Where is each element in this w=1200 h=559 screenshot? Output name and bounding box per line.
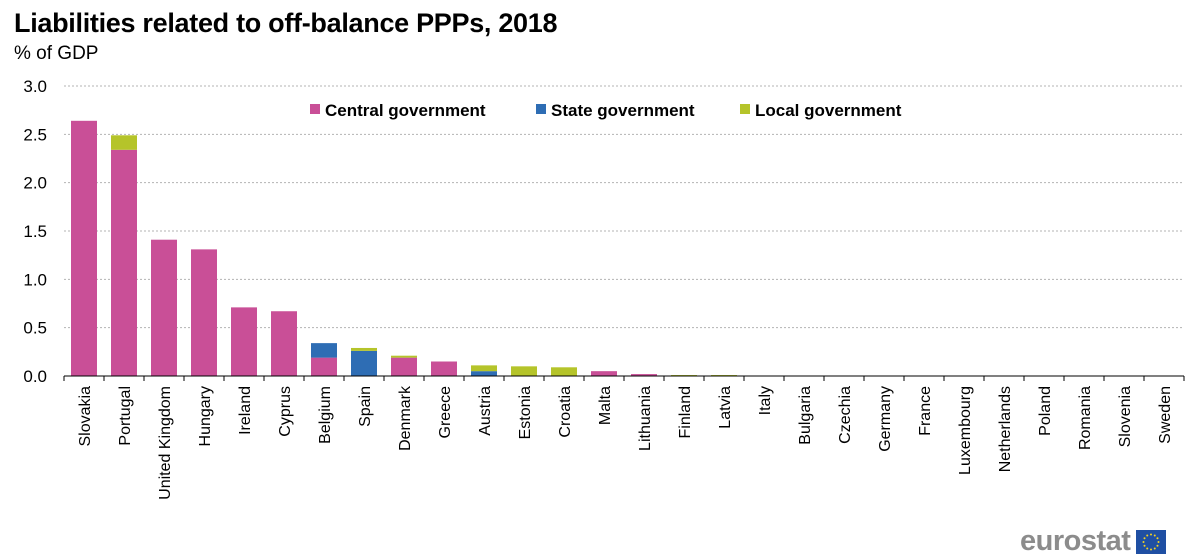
x-tick-label: Czechia bbox=[837, 386, 854, 444]
x-tick-label: Sweden bbox=[1157, 386, 1174, 444]
bar-portugal-0 bbox=[111, 149, 137, 376]
legend-swatch bbox=[536, 104, 546, 114]
bar-denmark-2 bbox=[391, 355, 417, 358]
flag-star bbox=[1142, 540, 1145, 543]
legend-label: Local government bbox=[755, 101, 902, 120]
x-tick-label: Finland bbox=[677, 386, 694, 438]
x-tick-label: Italy bbox=[757, 386, 774, 415]
bar-united-kingdom-0 bbox=[151, 239, 177, 376]
x-tick-label: Luxembourg bbox=[957, 386, 974, 475]
flag-star bbox=[1156, 536, 1159, 539]
y-tick-label: 0.5 bbox=[23, 319, 47, 338]
legend-swatch bbox=[740, 104, 750, 114]
x-tick-label: Netherlands bbox=[997, 386, 1014, 472]
bar-greece-0 bbox=[431, 361, 457, 376]
x-tick-label: Latvia bbox=[717, 386, 734, 429]
legend-swatch bbox=[310, 104, 320, 114]
y-tick-label: 0.0 bbox=[23, 367, 47, 386]
bar-belgium-1 bbox=[311, 343, 337, 358]
x-tick-label: Estonia bbox=[517, 386, 534, 439]
x-tick-label: Slovakia bbox=[77, 386, 94, 447]
flag-star bbox=[1143, 544, 1146, 547]
x-tick-label: Greece bbox=[437, 386, 454, 439]
bar-ireland-0 bbox=[231, 307, 257, 376]
x-tick-label: Bulgaria bbox=[797, 386, 814, 445]
bar-cyprus-0 bbox=[271, 311, 297, 376]
flag-star bbox=[1143, 536, 1146, 539]
x-tick-label: Croatia bbox=[557, 386, 574, 438]
x-tick-label: France bbox=[917, 386, 934, 436]
eu-flag-icon bbox=[1136, 529, 1167, 554]
chart-subtitle: % of GDP bbox=[14, 43, 99, 64]
x-tick-label: Ireland bbox=[237, 386, 254, 435]
x-tick-label: Spain bbox=[357, 386, 374, 427]
y-tick-label: 1.5 bbox=[23, 222, 47, 241]
bar-lithuania-0 bbox=[631, 374, 657, 376]
flag-star bbox=[1146, 546, 1149, 549]
x-tick-label: Cyprus bbox=[277, 386, 294, 437]
bar-croatia-2 bbox=[551, 367, 577, 376]
bar-spain-1 bbox=[351, 350, 377, 376]
bar-denmark-0 bbox=[391, 357, 417, 376]
x-tick-label: United Kingdom bbox=[157, 386, 174, 500]
bar-austria-2 bbox=[471, 365, 497, 372]
flag-star bbox=[1150, 548, 1153, 550]
x-tick-label: Belgium bbox=[317, 386, 334, 444]
legend-label: Central government bbox=[325, 101, 486, 120]
eurostat-logo: eurostat bbox=[1020, 525, 1167, 557]
flag-star bbox=[1157, 540, 1160, 543]
y-tick-label: 2.0 bbox=[23, 174, 47, 193]
x-tick-label: Slovenia bbox=[1117, 386, 1134, 447]
bar-portugal-2 bbox=[111, 135, 137, 150]
bar-spain-2 bbox=[351, 347, 377, 351]
bar-austria-1 bbox=[471, 371, 497, 376]
x-tick-label: Germany bbox=[877, 386, 894, 452]
x-tick-label: Portugal bbox=[117, 386, 134, 446]
x-tick-label: Romania bbox=[1077, 386, 1094, 450]
x-tick-label: Poland bbox=[1037, 386, 1054, 436]
bar-estonia-2 bbox=[511, 366, 537, 376]
y-tick-label: 3.0 bbox=[23, 77, 47, 96]
flag-star bbox=[1154, 534, 1157, 537]
x-tick-label: Malta bbox=[597, 386, 614, 425]
bar-hungary-0 bbox=[191, 249, 217, 376]
flag-star bbox=[1146, 534, 1149, 537]
flag-star bbox=[1154, 546, 1157, 549]
x-tick-label: Denmark bbox=[397, 385, 414, 451]
x-tick-label: Hungary bbox=[197, 386, 214, 446]
legend-label: State government bbox=[551, 101, 695, 120]
x-tick-label: Austria bbox=[477, 386, 494, 436]
x-tick-label: Lithuania bbox=[637, 386, 654, 451]
y-tick-label: 1.0 bbox=[23, 270, 47, 289]
bar-slovakia-0 bbox=[71, 120, 97, 376]
bar-malta-0 bbox=[591, 371, 617, 376]
flag-star bbox=[1150, 533, 1153, 535]
chart-title: Liabilities related to off-balance PPPs,… bbox=[14, 8, 558, 38]
bar-belgium-0 bbox=[311, 357, 337, 376]
flag-star bbox=[1156, 544, 1159, 547]
eurostat-logo-text: eurostat bbox=[1020, 525, 1131, 557]
y-tick-label: 2.5 bbox=[23, 125, 47, 144]
